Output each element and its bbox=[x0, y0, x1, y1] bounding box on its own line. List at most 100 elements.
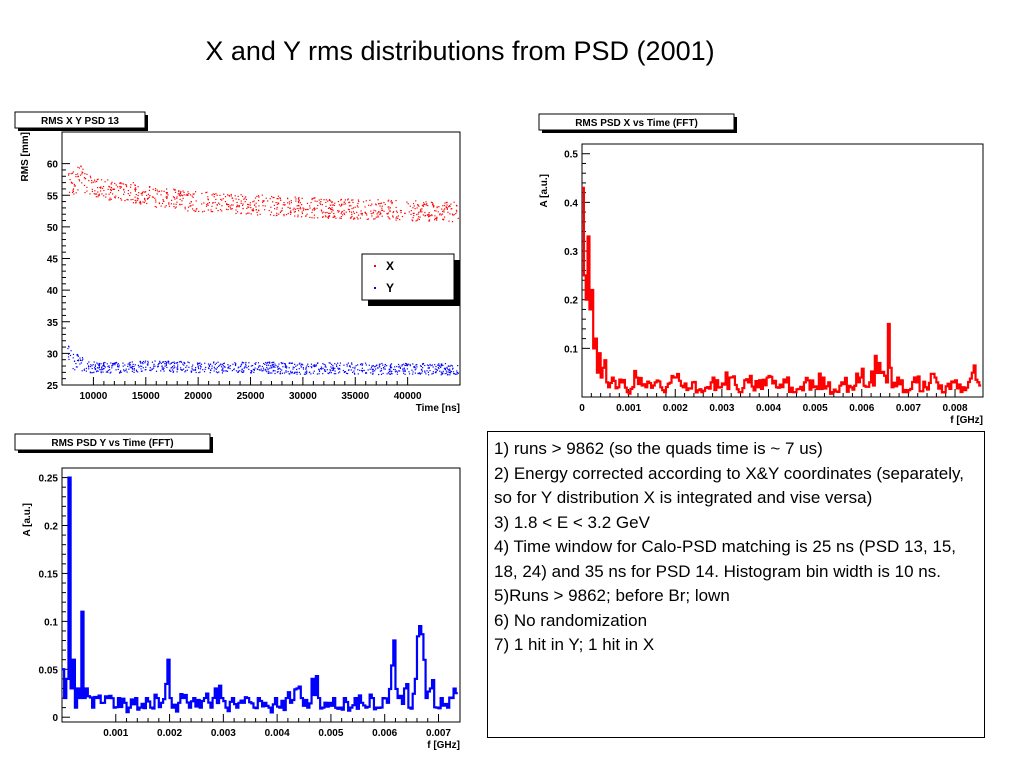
data-point bbox=[373, 218, 375, 220]
data-point bbox=[428, 213, 430, 215]
data-point bbox=[389, 373, 392, 375]
data-point bbox=[294, 363, 296, 366]
data-point bbox=[153, 363, 155, 365]
data-point bbox=[387, 213, 389, 215]
data-point bbox=[175, 362, 177, 364]
data-point bbox=[231, 204, 233, 206]
data-point bbox=[328, 215, 330, 217]
data-point bbox=[166, 361, 168, 363]
data-point bbox=[134, 184, 136, 186]
data-point bbox=[266, 366, 268, 369]
data-point bbox=[96, 179, 98, 181]
data-point bbox=[330, 372, 332, 374]
data-point bbox=[123, 191, 126, 193]
data-point bbox=[90, 364, 92, 366]
data-point bbox=[138, 366, 140, 368]
note-item: 4) Time window for Calo-PSD matching is … bbox=[494, 537, 957, 581]
data-point bbox=[145, 194, 148, 197]
data-point bbox=[212, 193, 214, 195]
data-point bbox=[133, 368, 135, 370]
data-point bbox=[447, 368, 449, 371]
data-point bbox=[452, 367, 454, 369]
data-point bbox=[115, 195, 117, 197]
data-point bbox=[89, 365, 91, 368]
data-point bbox=[73, 193, 75, 195]
data-point bbox=[346, 373, 349, 375]
data-point bbox=[107, 369, 109, 371]
data-point bbox=[337, 200, 340, 203]
data-point bbox=[426, 364, 429, 366]
data-point bbox=[296, 205, 298, 207]
data-point bbox=[217, 202, 220, 204]
data-point bbox=[140, 370, 143, 372]
data-point bbox=[110, 198, 112, 200]
data-point bbox=[259, 213, 261, 215]
data-point bbox=[78, 167, 80, 169]
data-point bbox=[92, 364, 94, 366]
data-point bbox=[133, 369, 135, 371]
data-point bbox=[112, 364, 114, 366]
data-point bbox=[326, 369, 328, 371]
data-point bbox=[332, 367, 334, 369]
data-point bbox=[203, 202, 205, 204]
data-point bbox=[265, 361, 267, 364]
data-point bbox=[401, 215, 404, 218]
data-point bbox=[352, 207, 355, 209]
data-point bbox=[131, 370, 134, 372]
data-point bbox=[340, 215, 342, 218]
data-point bbox=[290, 362, 292, 365]
data-point bbox=[95, 371, 98, 373]
data-point bbox=[108, 366, 110, 369]
data-point bbox=[254, 204, 256, 206]
data-point bbox=[256, 211, 258, 213]
data-point bbox=[337, 368, 340, 370]
data-point bbox=[213, 362, 215, 364]
data-point bbox=[248, 204, 250, 206]
data-point bbox=[453, 373, 456, 375]
data-point bbox=[398, 366, 400, 368]
data-point bbox=[97, 191, 99, 193]
data-point bbox=[427, 214, 429, 216]
data-point bbox=[353, 217, 355, 219]
data-point bbox=[370, 213, 372, 215]
data-point bbox=[100, 363, 102, 365]
data-point bbox=[137, 364, 140, 366]
data-point bbox=[310, 363, 313, 365]
data-point bbox=[292, 368, 294, 370]
data-point bbox=[100, 187, 102, 189]
data-point bbox=[145, 369, 147, 371]
data-point bbox=[313, 197, 315, 199]
data-point bbox=[274, 366, 276, 368]
data-point bbox=[421, 372, 423, 374]
data-point bbox=[267, 372, 269, 375]
data-point bbox=[237, 211, 239, 213]
data-point bbox=[399, 365, 401, 367]
data-point bbox=[130, 184, 132, 186]
data-point bbox=[209, 363, 211, 366]
data-point bbox=[267, 369, 269, 371]
data-point bbox=[76, 354, 78, 356]
data-point bbox=[74, 369, 76, 371]
data-point bbox=[247, 212, 249, 214]
data-point bbox=[298, 368, 300, 370]
data-point bbox=[102, 368, 104, 371]
data-point bbox=[227, 194, 229, 196]
data-point bbox=[291, 371, 294, 373]
data-point bbox=[284, 366, 287, 368]
data-point bbox=[195, 210, 197, 212]
data-point bbox=[80, 362, 82, 364]
data-point bbox=[279, 372, 281, 375]
data-point bbox=[178, 361, 181, 363]
data-point bbox=[164, 360, 166, 363]
data-point bbox=[395, 199, 397, 202]
data-point bbox=[343, 364, 345, 366]
data-point bbox=[119, 370, 122, 372]
data-point bbox=[120, 186, 122, 188]
data-point bbox=[139, 201, 142, 203]
data-point bbox=[77, 353, 79, 356]
data-point bbox=[276, 206, 278, 209]
data-point bbox=[77, 189, 79, 191]
data-point bbox=[232, 363, 234, 365]
data-point bbox=[109, 197, 111, 199]
data-point bbox=[428, 366, 430, 369]
